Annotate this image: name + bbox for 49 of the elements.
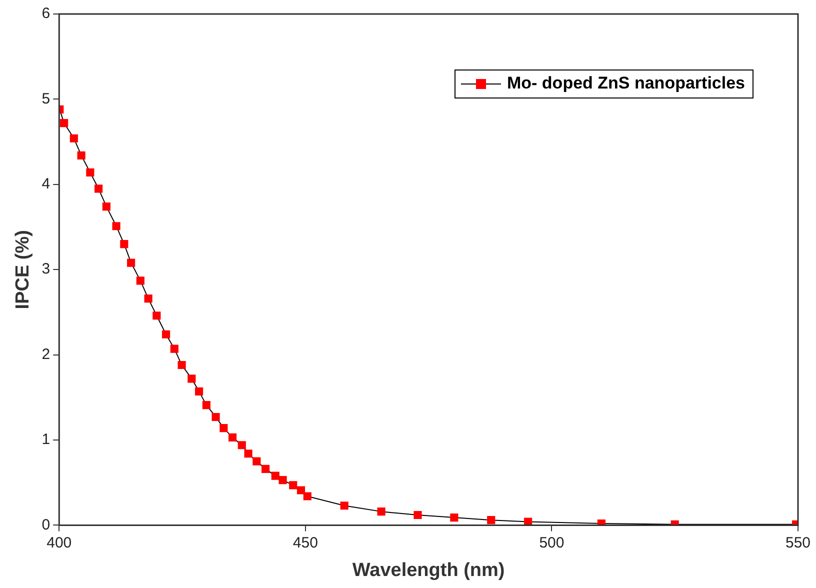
y-axis-title: IPCE (%) <box>12 230 34 310</box>
point <box>261 464 270 474</box>
point <box>271 472 280 480</box>
point <box>112 222 120 230</box>
point <box>487 516 496 524</box>
point <box>238 441 246 450</box>
point <box>94 184 103 193</box>
point <box>414 510 422 520</box>
legend-label: Mo- doped ZnS nanoparticles <box>506 74 746 93</box>
x-tick-label: 400 <box>46 534 72 552</box>
point <box>77 151 86 160</box>
point <box>136 276 144 285</box>
point <box>340 502 348 510</box>
point <box>289 481 298 490</box>
point <box>303 492 312 500</box>
point <box>178 360 186 370</box>
point <box>144 294 152 303</box>
x-tick-label: 450 <box>292 534 318 552</box>
y-tick-label: 2 <box>42 346 50 363</box>
point <box>450 513 458 522</box>
point <box>212 412 220 422</box>
y-tick-label: 1 <box>42 431 50 448</box>
point <box>120 240 128 248</box>
point <box>202 401 210 410</box>
x-axis-title: Wavelength (nm) <box>352 560 505 581</box>
x-tick-label: 500 <box>539 534 564 552</box>
point <box>188 374 196 383</box>
point <box>152 312 161 320</box>
point <box>220 424 228 432</box>
point <box>86 168 94 177</box>
point <box>162 330 170 338</box>
point <box>170 344 178 353</box>
point <box>278 476 287 484</box>
y-tick-label: 5 <box>42 90 50 108</box>
point <box>228 433 237 442</box>
point <box>377 508 386 516</box>
point <box>252 457 261 466</box>
point <box>70 134 78 142</box>
point <box>127 258 136 267</box>
point <box>60 119 68 128</box>
point <box>102 202 110 211</box>
y-tick-label: 6 <box>42 5 50 22</box>
x-tick-label: 550 <box>785 534 811 552</box>
y-tick-label: 4 <box>42 176 50 193</box>
point <box>194 387 204 396</box>
point <box>244 450 252 458</box>
y-tick-label: 3 <box>42 260 50 278</box>
point <box>296 486 306 494</box>
y-tick-label: 0 <box>42 516 50 534</box>
